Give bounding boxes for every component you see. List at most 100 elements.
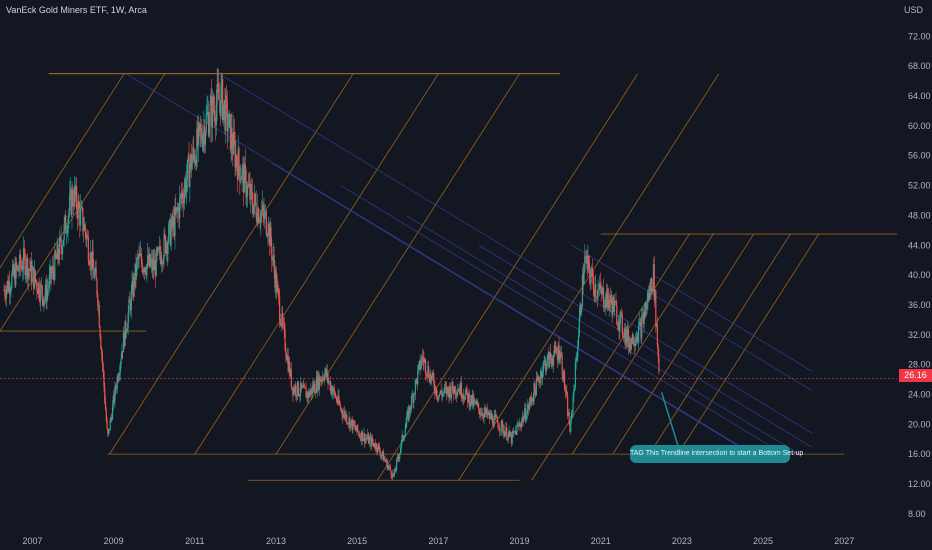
x-tick-label: 2019: [510, 536, 530, 546]
candle-body: [95, 268, 97, 280]
candle-body: [409, 406, 411, 411]
candle-body: [591, 268, 594, 277]
candle-body: [459, 388, 461, 394]
candle-body: [270, 227, 272, 247]
candle-body: [460, 382, 463, 398]
candle-body: [143, 269, 145, 273]
candle-body: [133, 276, 136, 287]
candle-body: [185, 179, 187, 193]
candle-body: [524, 408, 527, 421]
candle-body: [75, 186, 77, 197]
candle-body: [61, 247, 63, 254]
candle-body: [455, 394, 457, 395]
candle-body: [260, 212, 262, 223]
candle-body: [20, 266, 22, 267]
candle-body: [275, 272, 277, 288]
candle-body: [578, 317, 580, 336]
candle-body: [457, 390, 459, 392]
candle-body: [364, 438, 367, 443]
candle-body: [390, 470, 392, 476]
candle-body: [543, 360, 545, 363]
candle-body: [631, 338, 633, 344]
candle-body: [208, 124, 210, 136]
candle-body: [310, 388, 313, 395]
candle-body: [431, 376, 433, 381]
candle-body: [142, 269, 144, 272]
candle-body: [182, 193, 184, 200]
candle-body: [395, 469, 397, 472]
candle-body: [122, 332, 125, 353]
candle-body: [488, 411, 490, 414]
candle-body: [549, 352, 552, 359]
candle-body: [191, 159, 193, 170]
x-tick-label: 2015: [347, 536, 367, 546]
candle-body: [374, 446, 376, 449]
candle-body: [333, 387, 335, 392]
candle-body: [406, 410, 409, 415]
candle-body: [56, 244, 58, 260]
candle-body: [169, 219, 171, 246]
candle-body: [55, 257, 57, 260]
candle-body: [643, 312, 645, 325]
candle-body: [223, 100, 225, 105]
candle-body: [335, 397, 337, 398]
candle-body: [79, 207, 81, 226]
candle-body: [522, 416, 524, 422]
candle-body: [147, 255, 150, 265]
candle-body: [497, 422, 499, 429]
candle-body: [625, 328, 627, 344]
candle-body: [3, 290, 5, 291]
candle-body: [645, 302, 647, 317]
candle-body: [452, 382, 454, 390]
candle-body: [82, 208, 84, 232]
candle-body: [222, 104, 224, 121]
candle-body: [492, 424, 495, 427]
candle-body: [484, 408, 486, 413]
candle-body: [163, 234, 165, 259]
candle-body: [622, 332, 624, 337]
candle-body: [585, 256, 587, 258]
candle-body: [83, 224, 86, 231]
candle-body: [108, 429, 111, 431]
candle-body: [355, 429, 357, 431]
candle-body: [235, 155, 237, 168]
candle-body: [554, 345, 556, 348]
candle-body: [268, 223, 270, 236]
candle-body: [649, 286, 651, 292]
candle-body: [544, 360, 546, 362]
candle-body: [252, 205, 254, 215]
candle-body: [396, 456, 399, 460]
candle-body: [199, 123, 201, 131]
candle-body: [158, 247, 160, 250]
candle-body: [172, 217, 175, 227]
candle-body: [648, 293, 650, 301]
candle-body: [150, 262, 152, 267]
candle-body: [286, 355, 288, 361]
annotation-callout[interactable]: TAG This Trendline intersection to start…: [630, 445, 803, 463]
candle-body: [14, 267, 16, 286]
y-tick-label: 64.00: [908, 91, 931, 101]
candle-body: [18, 270, 20, 272]
candle-body: [386, 460, 388, 470]
candle-body: [510, 434, 513, 444]
candle-body: [105, 409, 107, 421]
candle-body: [306, 392, 308, 398]
candle-body: [288, 361, 290, 372]
candle-body: [557, 345, 559, 360]
candle-body: [340, 409, 342, 410]
candle-body: [424, 359, 426, 361]
candle-body: [574, 386, 576, 390]
candle-body: [246, 184, 249, 196]
candle-body: [206, 112, 208, 115]
candle-body: [13, 267, 15, 275]
candle-body: [506, 439, 509, 441]
candle-body: [595, 284, 597, 297]
candle-body: [410, 395, 413, 409]
candle-body: [256, 217, 258, 224]
candle-body: [641, 316, 643, 339]
candle-body: [640, 321, 642, 339]
candle-body: [220, 84, 222, 116]
candle-body: [157, 247, 159, 254]
candle-body: [53, 271, 55, 280]
